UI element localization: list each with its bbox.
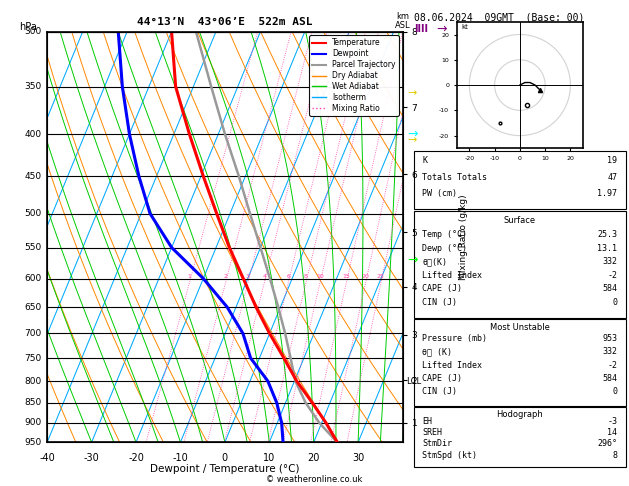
Text: kt: kt (462, 24, 469, 31)
Text: 900: 900 (25, 418, 42, 428)
Legend: Temperature, Dewpoint, Parcel Trajectory, Dry Adiabat, Wet Adiabat, Isotherm, Mi: Temperature, Dewpoint, Parcel Trajectory… (309, 35, 399, 116)
Text: Pressure (mb): Pressure (mb) (422, 334, 487, 343)
Text: 750: 750 (25, 353, 42, 363)
Text: 8: 8 (304, 274, 308, 278)
Text: 700: 700 (25, 329, 42, 338)
Text: →: → (436, 23, 447, 36)
Text: 15: 15 (342, 274, 350, 278)
Text: CAPE (J): CAPE (J) (422, 374, 462, 383)
Text: Temp (°C): Temp (°C) (422, 230, 467, 239)
Text: 950: 950 (25, 438, 42, 447)
Text: -2: -2 (608, 361, 618, 370)
Text: 25.3: 25.3 (598, 230, 618, 239)
Text: km
ASL: km ASL (395, 12, 410, 30)
Text: 350: 350 (25, 82, 42, 91)
Text: -40: -40 (39, 453, 55, 463)
Text: PW (cm): PW (cm) (422, 189, 457, 198)
Text: θᴇ(K): θᴇ(K) (422, 257, 447, 266)
Text: 953: 953 (603, 334, 618, 343)
Text: K: K (422, 156, 427, 165)
Text: Hodograph: Hodograph (496, 410, 543, 418)
Text: 13.1: 13.1 (598, 244, 618, 253)
Text: 584: 584 (603, 374, 618, 383)
Text: →: → (407, 128, 418, 140)
Text: 0: 0 (222, 453, 228, 463)
Text: -3: -3 (608, 417, 618, 426)
Text: 296°: 296° (598, 439, 618, 449)
Text: 300: 300 (25, 27, 42, 36)
Text: StmDir: StmDir (422, 439, 452, 449)
Text: 3: 3 (246, 274, 250, 278)
Text: 450: 450 (25, 172, 42, 180)
Text: CIN (J): CIN (J) (422, 387, 457, 396)
Text: -2: -2 (608, 271, 618, 280)
Text: LCL: LCL (406, 377, 421, 385)
Text: θᴇ (K): θᴇ (K) (422, 347, 452, 356)
Text: 6: 6 (286, 274, 290, 278)
Text: 14: 14 (608, 428, 618, 437)
Text: 25: 25 (377, 274, 384, 278)
Text: Dewpoint / Temperature (°C): Dewpoint / Temperature (°C) (150, 464, 299, 474)
Text: 550: 550 (25, 243, 42, 252)
Text: CIN (J): CIN (J) (422, 298, 457, 307)
Text: Most Unstable: Most Unstable (490, 323, 550, 332)
Text: 584: 584 (603, 284, 618, 294)
Text: 500: 500 (25, 209, 42, 218)
Text: CAPE (J): CAPE (J) (422, 284, 462, 294)
Text: 30: 30 (352, 453, 364, 463)
Text: 4: 4 (262, 274, 266, 278)
Text: 0: 0 (613, 387, 618, 396)
Text: EH: EH (422, 417, 432, 426)
Text: →: → (407, 136, 416, 145)
Text: 20: 20 (308, 453, 320, 463)
Text: Surface: Surface (504, 216, 536, 225)
Text: 08.06.2024  09GMT  (Base: 00): 08.06.2024 09GMT (Base: 00) (414, 12, 584, 22)
Text: 19: 19 (608, 156, 618, 165)
Text: StmSpd (kt): StmSpd (kt) (422, 451, 477, 460)
Text: SREH: SREH (422, 428, 442, 437)
Text: 1: 1 (188, 274, 192, 278)
Text: →: → (407, 88, 416, 98)
Text: 44°13’N  43°06’E  522m ASL: 44°13’N 43°06’E 522m ASL (137, 17, 313, 27)
Text: 650: 650 (25, 303, 42, 312)
Text: →: → (407, 254, 418, 267)
Text: 10: 10 (316, 274, 324, 278)
Text: 600: 600 (25, 274, 42, 283)
Text: 332: 332 (603, 347, 618, 356)
Text: 800: 800 (25, 377, 42, 385)
Text: 8: 8 (613, 451, 618, 460)
Text: -30: -30 (84, 453, 99, 463)
Text: Totals Totals: Totals Totals (422, 173, 487, 182)
Text: -10: -10 (172, 453, 188, 463)
Text: 2: 2 (224, 274, 228, 278)
Text: © weatheronline.co.uk: © weatheronline.co.uk (266, 474, 363, 484)
Text: IIII: IIII (414, 24, 428, 35)
Text: 400: 400 (25, 130, 42, 139)
Text: 20: 20 (361, 274, 369, 278)
Text: 850: 850 (25, 398, 42, 407)
Text: 47: 47 (608, 173, 618, 182)
Text: 0: 0 (613, 298, 618, 307)
Text: 1.97: 1.97 (598, 189, 618, 198)
Text: Lifted Index: Lifted Index (422, 271, 482, 280)
Y-axis label: Mixing Ratio (g/kg): Mixing Ratio (g/kg) (459, 194, 468, 280)
Text: hPa: hPa (19, 21, 36, 32)
Text: 10: 10 (263, 453, 276, 463)
Text: Dewp (°C): Dewp (°C) (422, 244, 467, 253)
Text: 332: 332 (603, 257, 618, 266)
Text: Lifted Index: Lifted Index (422, 361, 482, 370)
Text: -20: -20 (128, 453, 144, 463)
